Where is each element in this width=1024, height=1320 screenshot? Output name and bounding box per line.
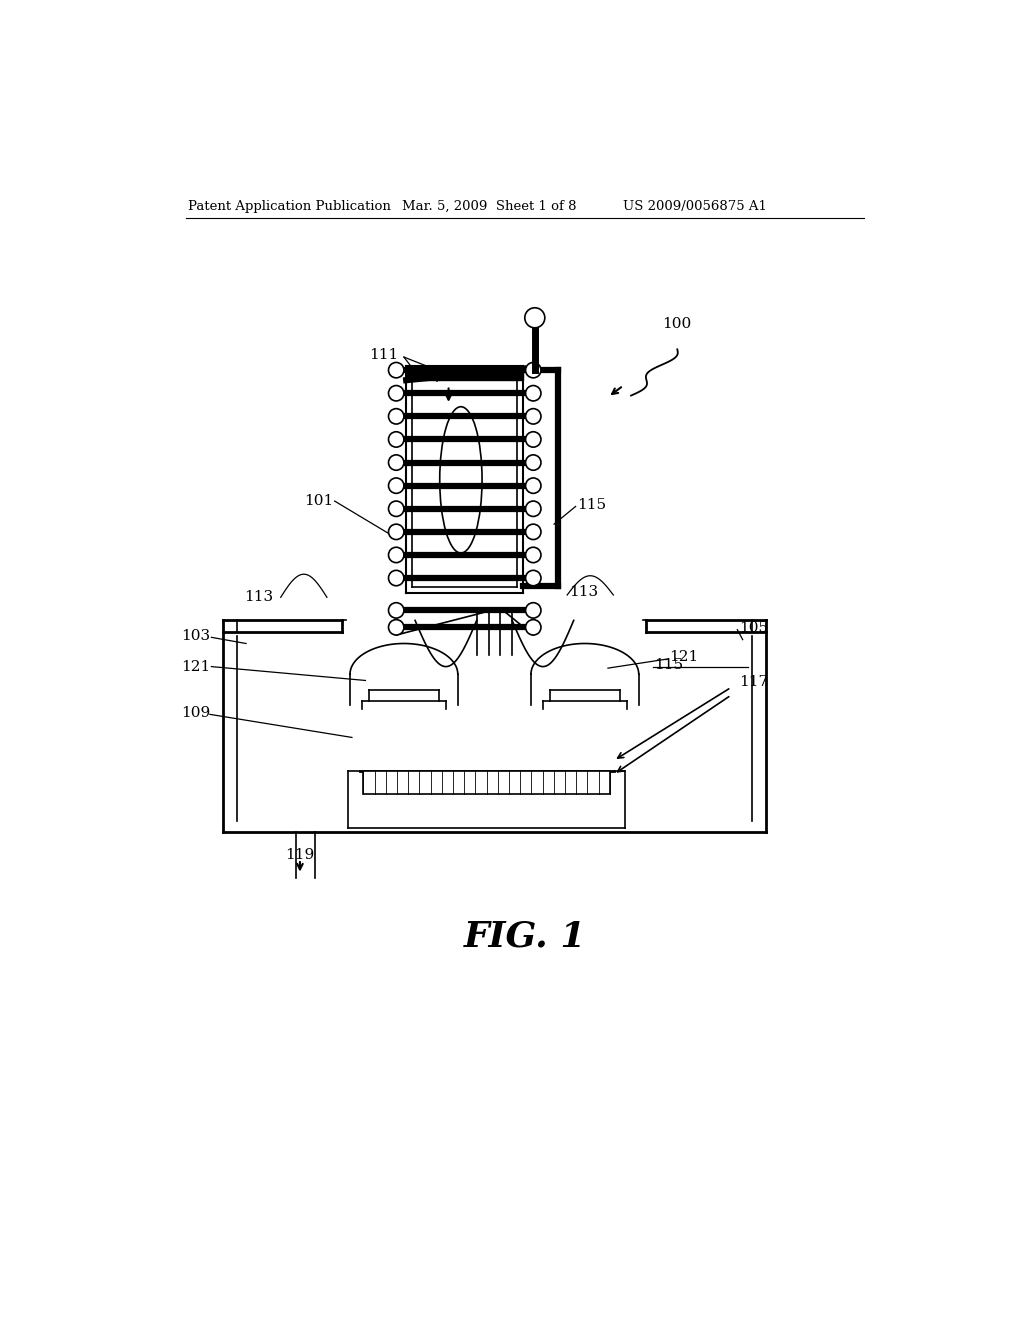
- Text: 119: 119: [286, 849, 314, 862]
- Circle shape: [525, 363, 541, 378]
- Text: 113: 113: [569, 585, 599, 599]
- Circle shape: [525, 432, 541, 447]
- Text: 113: 113: [245, 590, 273, 605]
- Text: 101: 101: [304, 494, 333, 508]
- Text: 115: 115: [654, 659, 683, 672]
- Text: US 2009/0056875 A1: US 2009/0056875 A1: [624, 199, 767, 213]
- Circle shape: [388, 502, 403, 516]
- Circle shape: [525, 478, 541, 494]
- Circle shape: [525, 455, 541, 470]
- Circle shape: [388, 548, 403, 562]
- Circle shape: [525, 619, 541, 635]
- Ellipse shape: [439, 407, 482, 553]
- Circle shape: [388, 619, 403, 635]
- Circle shape: [388, 603, 403, 618]
- Circle shape: [525, 570, 541, 586]
- Circle shape: [388, 409, 403, 424]
- Text: FIG. 1: FIG. 1: [464, 919, 586, 953]
- Circle shape: [388, 570, 403, 586]
- Text: Mar. 5, 2009  Sheet 1 of 8: Mar. 5, 2009 Sheet 1 of 8: [401, 199, 577, 213]
- Text: 105: 105: [739, 622, 768, 635]
- Circle shape: [525, 409, 541, 424]
- Circle shape: [388, 385, 403, 401]
- Circle shape: [525, 548, 541, 562]
- Circle shape: [525, 603, 541, 618]
- Text: 109: 109: [181, 706, 211, 719]
- Circle shape: [388, 524, 403, 540]
- Text: 121: 121: [181, 660, 211, 673]
- Circle shape: [388, 432, 403, 447]
- Text: 100: 100: [662, 317, 691, 331]
- Circle shape: [525, 502, 541, 516]
- Circle shape: [388, 363, 403, 378]
- Circle shape: [525, 385, 541, 401]
- Circle shape: [525, 524, 541, 540]
- Circle shape: [388, 455, 403, 470]
- Text: Patent Application Publication: Patent Application Publication: [188, 199, 391, 213]
- Text: 121: 121: [670, 651, 698, 664]
- Text: 103: 103: [181, 628, 211, 643]
- Polygon shape: [407, 368, 523, 380]
- Text: 115: 115: [578, 498, 606, 512]
- Text: 117: 117: [739, 675, 768, 689]
- Bar: [364, 771, 610, 793]
- Circle shape: [524, 308, 545, 327]
- Text: 111: 111: [370, 347, 398, 362]
- Circle shape: [388, 478, 403, 494]
